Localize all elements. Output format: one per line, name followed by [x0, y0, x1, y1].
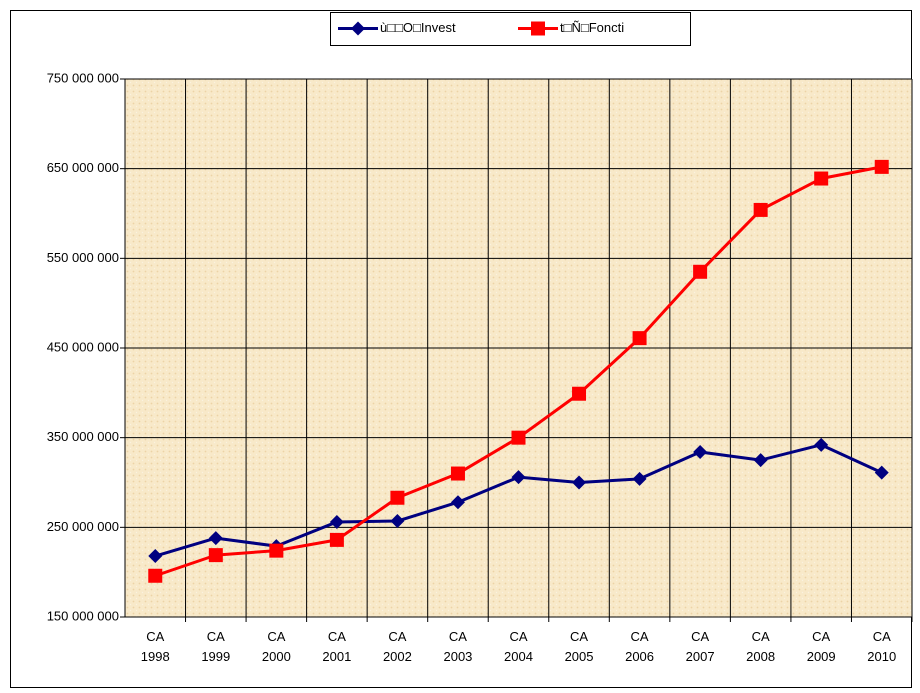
y-tick-label: 650 000 000	[47, 160, 119, 175]
y-tick-label: 750 000 000	[47, 70, 119, 85]
data-point	[208, 531, 223, 546]
data-point	[390, 514, 405, 529]
data-point	[450, 495, 465, 510]
y-tick-label: 350 000 000	[47, 429, 119, 444]
x-tick-label: CA 2001	[322, 629, 352, 664]
data-point	[351, 21, 365, 36]
data-point	[693, 445, 708, 460]
data-point	[753, 202, 768, 217]
x-tick-label: CA 2007	[685, 629, 715, 664]
data-point	[572, 386, 587, 401]
x-tick-label: CA 2008	[746, 629, 776, 664]
data-point	[390, 490, 405, 505]
data-point	[632, 331, 647, 346]
data-point	[511, 470, 526, 485]
data-point	[511, 430, 526, 445]
y-tick-label: 550 000 000	[47, 250, 119, 265]
data-point	[148, 568, 163, 583]
x-tick-label: CA 2002	[382, 629, 412, 664]
y-tick-label: 250 000 000	[47, 519, 119, 534]
y-tick-label: 450 000 000	[47, 339, 119, 354]
x-tick-label: CA 2009	[806, 629, 836, 664]
data-point	[208, 548, 223, 563]
x-tick-label: CA 2010	[867, 629, 897, 664]
data-point	[531, 21, 545, 36]
data-point	[753, 453, 768, 468]
x-tick-label: CA 2000	[261, 629, 291, 664]
data-point	[269, 543, 284, 558]
legend-label: ù□□O□Invest	[380, 20, 456, 35]
x-tick-label: CA 1999	[201, 629, 231, 664]
data-point	[693, 264, 708, 279]
y-tick-label: 150 000 000	[47, 608, 119, 623]
data-point	[329, 532, 344, 547]
data-point	[572, 475, 587, 490]
legend-box	[330, 12, 691, 46]
data-point	[329, 514, 344, 529]
x-tick-label: CA 2004	[504, 629, 533, 664]
data-point	[450, 466, 465, 481]
data-point	[814, 437, 829, 452]
x-tick-label: CA 2006	[625, 629, 655, 664]
x-tick-label: CA 2003	[443, 629, 473, 664]
data-point	[874, 159, 889, 174]
x-tick-label: CA 1998	[140, 629, 170, 664]
data-point	[814, 171, 829, 186]
legend-label: t□Ñ□Foncti	[560, 20, 624, 35]
x-tick-label: CA 2005	[564, 629, 594, 664]
data-point	[148, 549, 163, 564]
data-point	[632, 471, 647, 486]
data-point	[874, 465, 889, 480]
